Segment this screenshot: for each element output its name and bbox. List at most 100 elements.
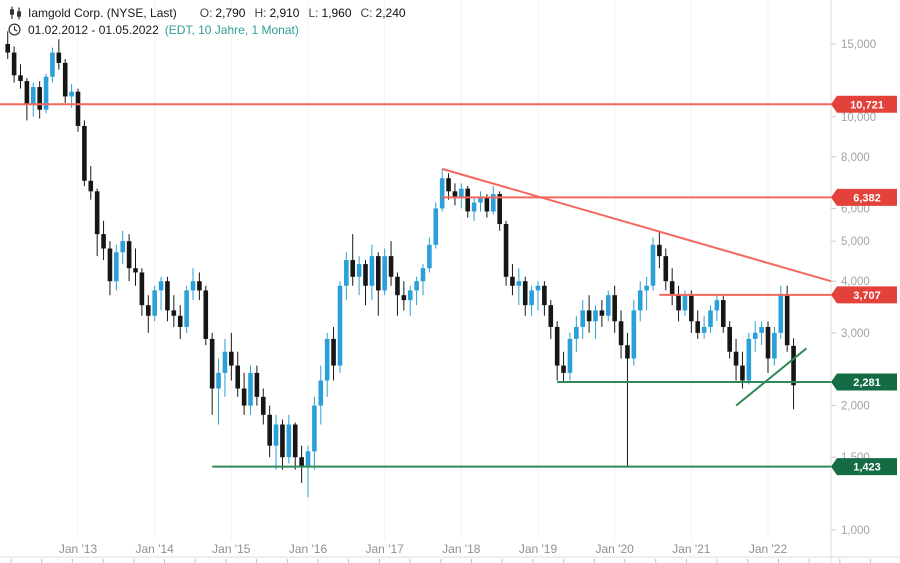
candle bbox=[420, 264, 426, 296]
price-badge: 2,281 bbox=[831, 373, 897, 391]
candle bbox=[395, 272, 400, 316]
candle bbox=[676, 285, 681, 322]
instrument-title: Iamgold Corp. (NYSE, Last) bbox=[28, 5, 177, 20]
axis-label: Jan '22 bbox=[749, 542, 788, 556]
candle bbox=[24, 78, 30, 121]
candle bbox=[765, 321, 771, 373]
clock-icon bbox=[8, 23, 28, 36]
axis-label: Jan '19 bbox=[519, 542, 558, 556]
candle bbox=[490, 185, 496, 215]
axis-label: 1,000 bbox=[841, 525, 870, 537]
axis-label: 5,000 bbox=[841, 236, 870, 248]
axis-label: Jan '21 bbox=[672, 542, 711, 556]
candle bbox=[727, 321, 732, 359]
candle bbox=[241, 372, 247, 415]
candle bbox=[599, 300, 605, 327]
candle bbox=[312, 396, 317, 470]
candle bbox=[216, 358, 221, 425]
axis-label: 6,382 bbox=[853, 192, 881, 204]
candle bbox=[356, 256, 362, 296]
candle bbox=[324, 332, 330, 397]
ohlc-values: O: 2,790 H: 2,910 L: 1,960 C: 2,240 bbox=[191, 6, 406, 20]
candle bbox=[292, 422, 298, 470]
candle bbox=[459, 183, 464, 209]
candle bbox=[554, 321, 560, 381]
axis-label: 8,000 bbox=[841, 152, 870, 164]
axis-label: 3,707 bbox=[853, 290, 881, 302]
candle bbox=[190, 268, 196, 301]
candle bbox=[631, 300, 637, 366]
candle bbox=[56, 39, 62, 70]
axis-label: Jan '13 bbox=[59, 542, 98, 556]
candle bbox=[414, 276, 419, 306]
axis-label: 1,423 bbox=[853, 462, 881, 474]
candle bbox=[567, 332, 573, 381]
uptrend-line[interactable] bbox=[735, 347, 807, 407]
candle bbox=[695, 310, 701, 339]
candle bbox=[478, 191, 483, 212]
date-range: 01.02.2012 - 01.05.2022 bbox=[28, 22, 159, 37]
candle bbox=[248, 365, 253, 415]
candle bbox=[701, 315, 707, 339]
candle bbox=[273, 414, 279, 470]
candle bbox=[145, 295, 151, 333]
axis-label: Jan '16 bbox=[289, 542, 328, 556]
candle bbox=[618, 310, 624, 359]
candle bbox=[267, 405, 272, 458]
candle bbox=[260, 388, 266, 425]
candle bbox=[82, 120, 87, 186]
chart-header: Iamgold Corp. (NYSE, Last) O: 2,790 H: 2,9… bbox=[8, 4, 406, 38]
candle bbox=[197, 272, 202, 301]
candle bbox=[177, 305, 183, 339]
candle bbox=[280, 419, 285, 470]
price-badge: 1,423 bbox=[831, 458, 897, 476]
axis-label: 6,000 bbox=[841, 203, 870, 215]
candle bbox=[791, 338, 796, 410]
candle bbox=[165, 276, 170, 322]
axis-label: 4,000 bbox=[841, 276, 870, 288]
candle bbox=[11, 46, 17, 83]
candle bbox=[657, 230, 662, 269]
candle bbox=[784, 285, 790, 352]
candle bbox=[605, 290, 611, 322]
axis-label: Jan '17 bbox=[366, 542, 405, 556]
range-row: 01.02.2012 - 01.05.2022 (EDT, 10 Jahre, … bbox=[8, 21, 406, 38]
candle bbox=[708, 305, 713, 333]
candle bbox=[535, 281, 541, 311]
candle bbox=[669, 268, 675, 306]
axis-label: 2,000 bbox=[841, 401, 870, 413]
candle bbox=[114, 244, 119, 291]
candle bbox=[203, 285, 209, 346]
candle bbox=[510, 264, 515, 296]
candle bbox=[286, 414, 292, 464]
candle bbox=[369, 244, 375, 301]
candle bbox=[107, 241, 113, 296]
candle bbox=[94, 188, 100, 257]
candle bbox=[433, 202, 439, 249]
candle bbox=[625, 332, 630, 468]
candle bbox=[733, 338, 739, 381]
axis-label: 2,281 bbox=[853, 377, 881, 389]
candle bbox=[222, 338, 228, 397]
axis-label: Jan '18 bbox=[442, 542, 481, 556]
candle bbox=[714, 295, 720, 322]
candle bbox=[516, 268, 522, 306]
candle bbox=[139, 268, 145, 316]
downtrend-line[interactable] bbox=[441, 167, 832, 283]
axis-label: 15,000 bbox=[841, 39, 876, 51]
axis-label: Jan '15 bbox=[212, 542, 251, 556]
candle bbox=[62, 58, 68, 103]
candle bbox=[407, 285, 413, 316]
candle bbox=[337, 281, 343, 373]
candle bbox=[350, 234, 356, 286]
candle bbox=[152, 285, 157, 322]
close-value: 2,240 bbox=[375, 5, 406, 20]
candle bbox=[452, 183, 458, 206]
high-label: H: bbox=[254, 5, 267, 20]
candle bbox=[548, 300, 554, 339]
candle bbox=[235, 351, 241, 397]
candle bbox=[18, 64, 23, 89]
candle bbox=[158, 276, 164, 311]
